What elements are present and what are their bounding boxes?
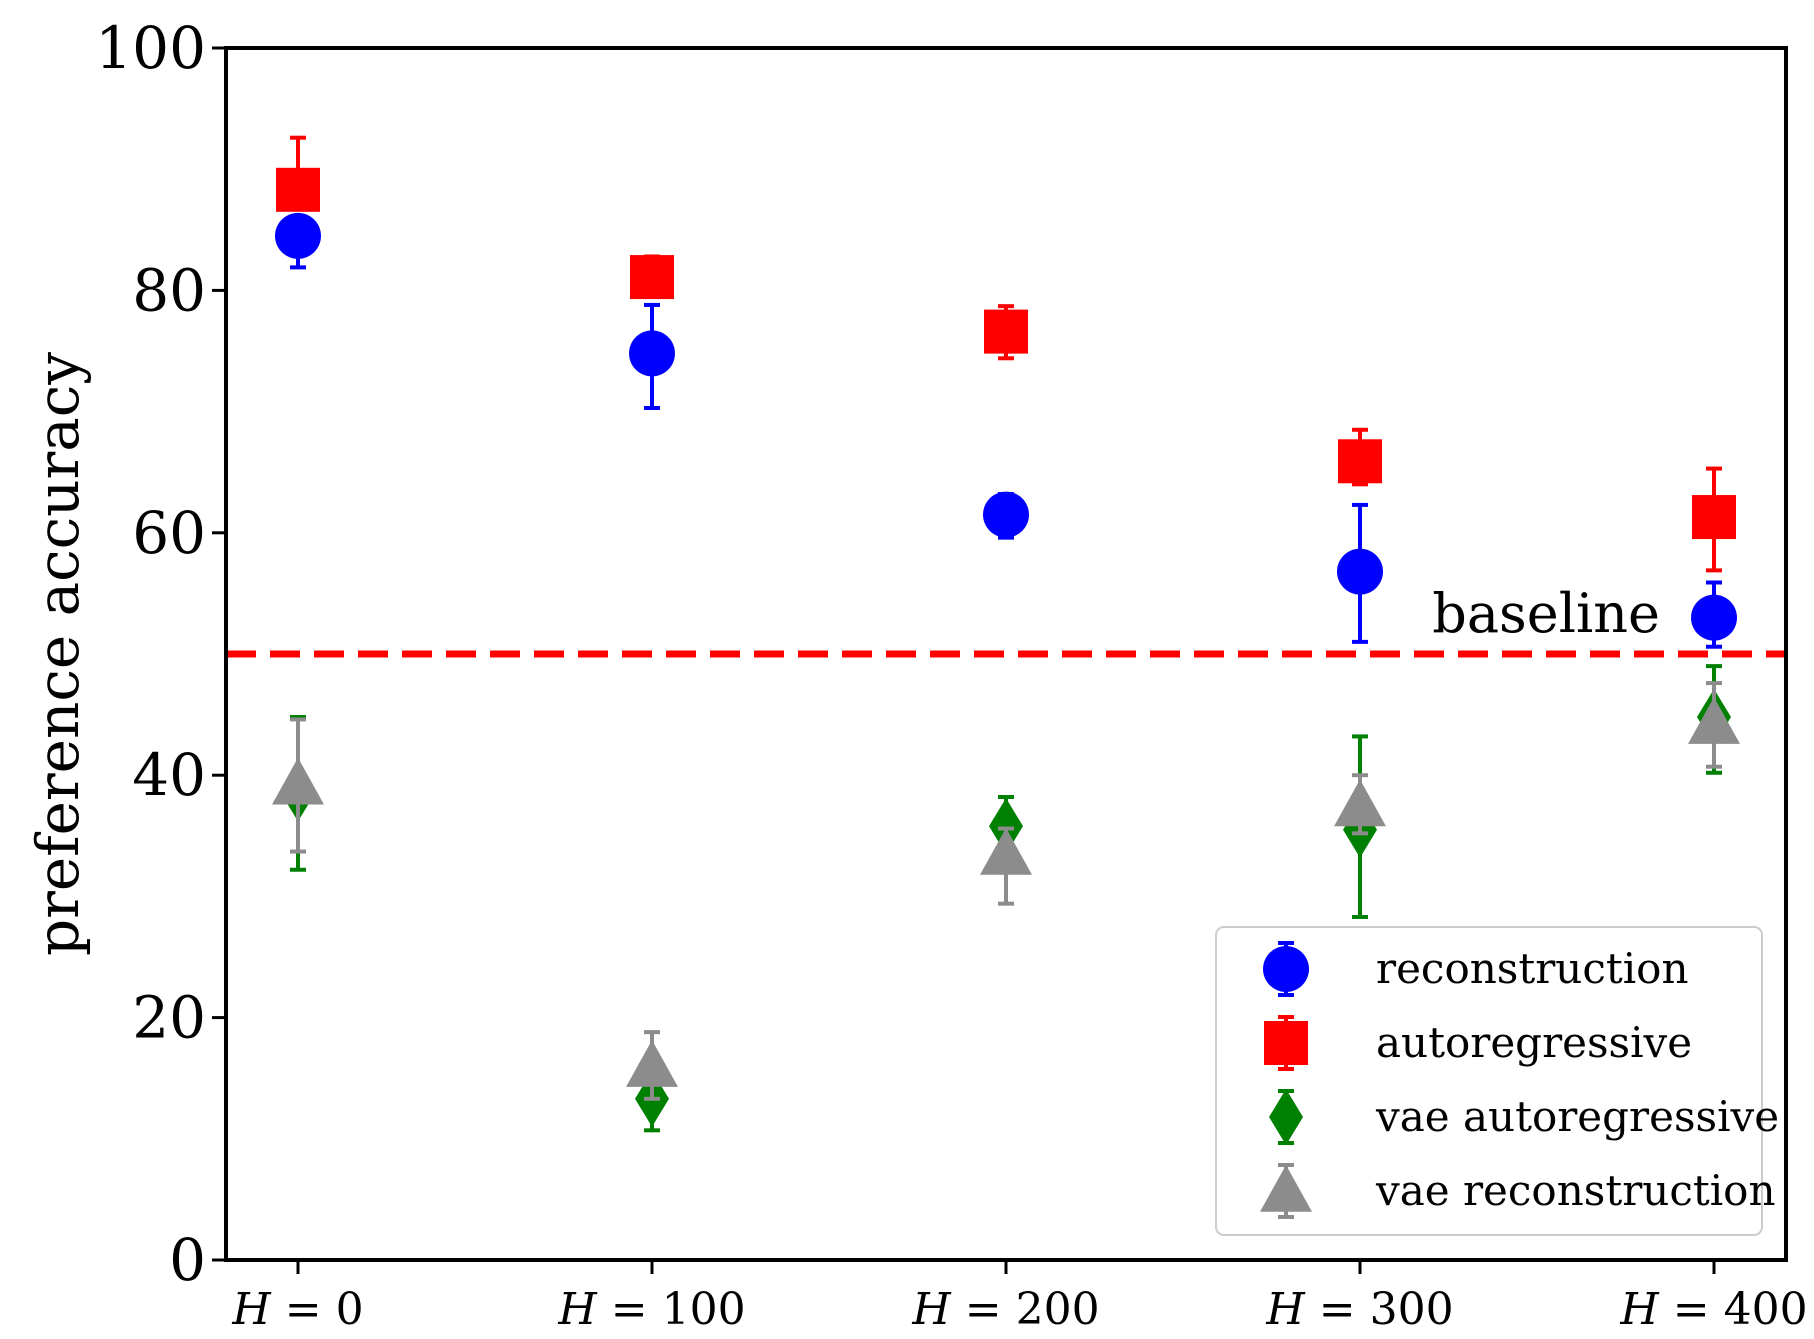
data-point [984, 309, 1028, 354]
data-point [276, 167, 320, 212]
legend-label: vae autoregressive [1375, 1092, 1779, 1141]
data-point [1337, 548, 1383, 595]
x-tick-label: H = 400 [1619, 1284, 1807, 1335]
axes-layer: 0 20 40 60 80 100 H = 0 H = 100 H = 200 H = 300 H … [95, 14, 1807, 1335]
data-point [1692, 495, 1736, 540]
x-tick-label: H = 100 [557, 1284, 745, 1335]
data-point [626, 1040, 678, 1087]
data-point [629, 330, 675, 377]
legend-item: reconstruction [1263, 941, 1689, 997]
series-autoregressive [276, 135, 1736, 573]
legend-label: reconstruction [1376, 944, 1689, 993]
legend-item: autoregressive [1264, 1015, 1692, 1071]
data-point [630, 255, 674, 300]
x-tick-label: H = 200 [911, 1284, 1099, 1335]
legend-item: vae autoregressive [1269, 1089, 1779, 1145]
legend-marker [1263, 946, 1309, 992]
legend-marker [1260, 1165, 1312, 1212]
x-tick-label: H = 300 [1265, 1284, 1453, 1335]
x-tick-label: H = 0 [231, 1284, 363, 1335]
legend: reconstruction autoregressive vae autoregr… [1215, 926, 1779, 1236]
data-point [1691, 594, 1737, 641]
data-point [1688, 697, 1740, 744]
marks-layer: baseline [226, 135, 1786, 1133]
data-point [1334, 779, 1386, 827]
y-tick-label: 0 [169, 1226, 206, 1294]
series-vae-reconstruction [272, 681, 1740, 1101]
legend-label: autoregressive [1376, 1018, 1692, 1067]
legend-item: vae reconstruction [1260, 1163, 1776, 1219]
legend-box [1215, 926, 1763, 1236]
y-tick-label: 20 [132, 984, 206, 1052]
data-point [983, 491, 1029, 538]
legend-label: vae reconstruction [1375, 1166, 1776, 1215]
data-point [980, 827, 1032, 875]
legend-marker [1264, 1021, 1308, 1065]
data-point [989, 798, 1023, 855]
data-point [275, 212, 321, 259]
baseline-label: baseline [1432, 582, 1660, 645]
y-tick-label: 80 [132, 256, 206, 324]
legend-marker [1269, 1089, 1303, 1145]
data-point [272, 757, 324, 805]
y-tick-label: 60 [132, 499, 206, 567]
y-tick-label: 100 [95, 14, 206, 82]
data-point [1338, 439, 1382, 484]
y-axis-label: preference accuracy [24, 352, 92, 956]
y-tick-label: 40 [132, 741, 206, 809]
series-reconstruction [275, 212, 1737, 649]
